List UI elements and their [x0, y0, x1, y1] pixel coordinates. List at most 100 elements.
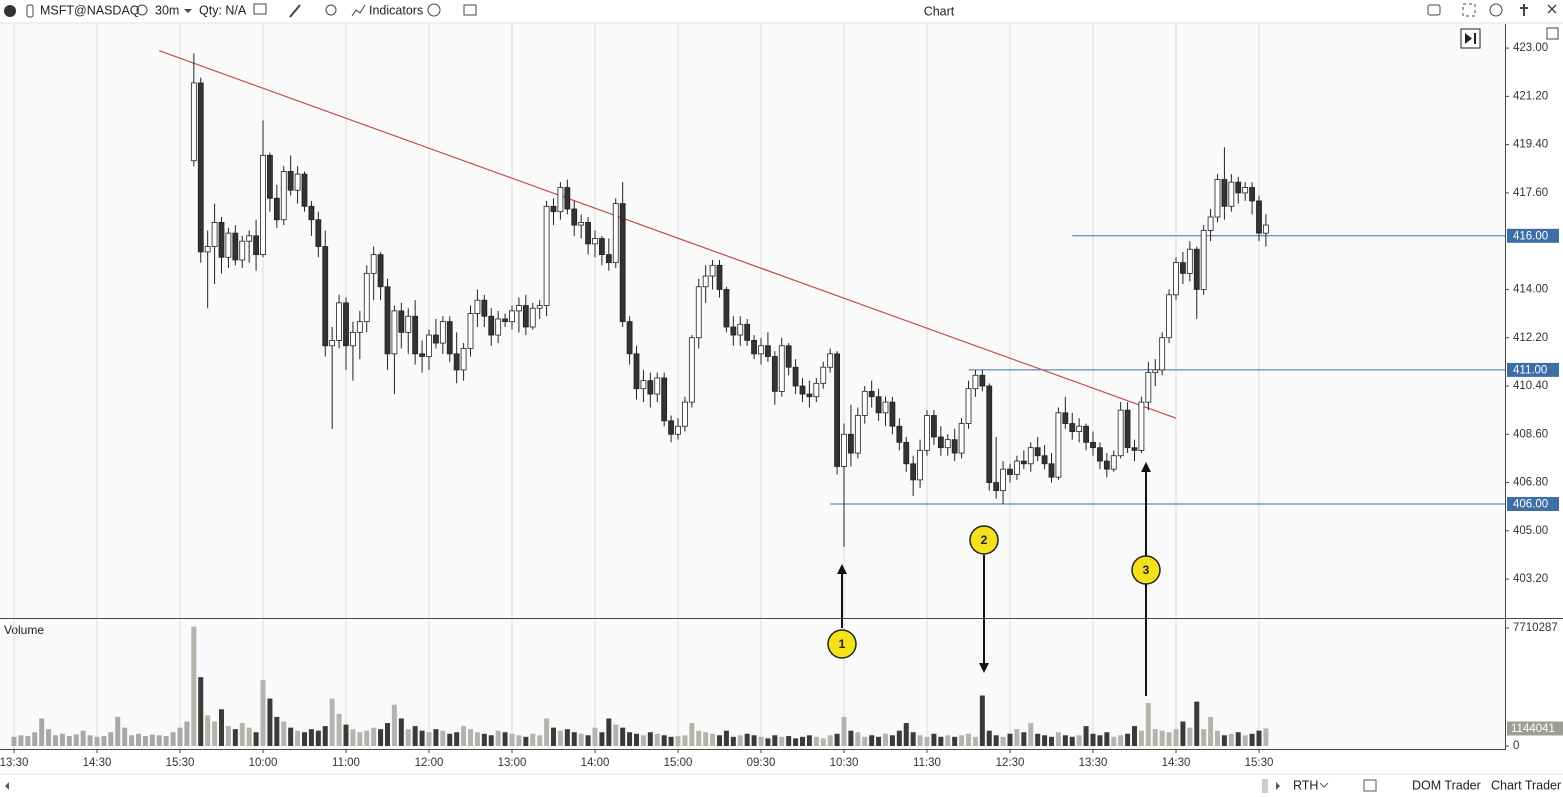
volume-bar — [737, 735, 743, 746]
logo-icon[interactable] — [4, 5, 16, 17]
volume-bar — [129, 735, 135, 746]
candle-body — [917, 449, 923, 481]
symbol[interactable]: MSFT@NASDAQ — [40, 3, 140, 17]
volume-bar — [1152, 729, 1158, 746]
candle-body — [384, 286, 391, 355]
candle-body — [972, 374, 979, 390]
volume-bar — [149, 734, 155, 746]
y-tick-label: 405.00 — [1513, 525, 1548, 537]
volume-bar — [952, 736, 958, 746]
candle-body — [1256, 200, 1262, 234]
candle-body — [778, 345, 785, 392]
fullscreen-icon[interactable] — [1462, 3, 1476, 17]
dom-trader-button[interactable]: DOM Trader — [1412, 778, 1481, 792]
volume-bar — [142, 736, 148, 746]
scroll-thumb[interactable] — [1262, 779, 1268, 793]
candle-body — [758, 345, 764, 355]
volume-bar — [620, 727, 626, 746]
volume-bar — [163, 736, 169, 746]
candle-body — [488, 315, 495, 336]
axis: 13:30 14:30 15:30 10:00 11:00 12:00 13:00 14:00… — [0, 42, 1558, 769]
volume-bar — [938, 736, 944, 746]
calendar-icon[interactable] — [1363, 779, 1377, 792]
candle-body — [280, 171, 287, 221]
candle-body — [806, 393, 813, 398]
candle-body — [1235, 181, 1242, 194]
candle-body — [1214, 179, 1221, 218]
volume-bar — [1180, 721, 1186, 746]
volume-bar — [689, 723, 695, 746]
session-dropdown[interactable] — [1319, 782, 1329, 788]
toolbar: MSFT@NASDAQ 30m Qty: N/A Indicators Char… — [0, 3, 1563, 49]
candle-body — [986, 385, 993, 483]
volume-bar — [986, 730, 992, 746]
candle-body — [1027, 447, 1034, 465]
volume-bar — [571, 732, 577, 746]
candle-body — [931, 415, 937, 438]
volume-bar — [855, 732, 861, 746]
volume-bar — [1021, 732, 1027, 746]
quantity[interactable]: Qty: N/A — [199, 3, 247, 17]
zoom-icon[interactable] — [325, 4, 337, 16]
dropdown-icon[interactable] — [184, 9, 192, 13]
candle-body — [605, 254, 612, 264]
camera-icon[interactable] — [1427, 4, 1441, 16]
candle-body — [1034, 447, 1041, 457]
candle-body — [820, 366, 827, 384]
chart-trader-button[interactable]: Chart Trader — [1491, 778, 1561, 792]
volume-bar — [315, 730, 321, 746]
candle-body — [1138, 401, 1145, 451]
candle-body — [1249, 187, 1255, 202]
candle-body — [239, 240, 246, 261]
interval[interactable]: 30m — [155, 3, 179, 17]
format-button[interactable] — [1546, 27, 1559, 40]
volume-bar — [613, 724, 619, 746]
indicators-button[interactable]: Indicators — [369, 3, 423, 17]
volume-bar — [834, 733, 840, 746]
volume-bar — [419, 730, 425, 746]
pin-icon[interactable] — [1520, 4, 1528, 16]
candle-body — [765, 345, 771, 357]
volume-bar — [447, 733, 453, 746]
candle-body — [868, 390, 875, 398]
candle-body — [944, 439, 951, 449]
crosshair-icon[interactable] — [427, 3, 441, 17]
candle-body — [419, 353, 425, 357]
close-icon[interactable] — [1547, 4, 1557, 14]
search-icon[interactable] — [136, 4, 148, 16]
indicator-icon[interactable] — [351, 4, 366, 17]
session-selector[interactable]: RTH — [1293, 778, 1318, 792]
volume-bar — [308, 729, 314, 746]
volume-bar — [350, 729, 356, 746]
volume-bar — [1076, 735, 1082, 746]
settings-icon[interactable] — [1489, 3, 1503, 17]
candle-body — [502, 318, 508, 323]
annotations: 1 2 3 — [827, 462, 1161, 696]
candle-body — [336, 302, 342, 341]
candle-body — [1145, 372, 1152, 403]
volume-bar — [32, 732, 38, 746]
candle-body — [287, 171, 294, 191]
candle-body — [225, 232, 232, 258]
volume-bar — [412, 726, 418, 746]
candle-body — [308, 205, 315, 221]
candle-body — [370, 254, 377, 274]
layout-icon[interactable] — [463, 4, 477, 16]
candle-body — [1186, 248, 1193, 274]
scroll-right[interactable] — [1276, 782, 1280, 790]
volume-bar — [322, 726, 328, 746]
volume-bar — [1138, 730, 1144, 746]
volume-bar — [1145, 703, 1151, 746]
scroll-left[interactable] — [5, 782, 9, 790]
order-icon[interactable] — [253, 3, 267, 15]
volume-bar — [177, 727, 183, 746]
volume-bar — [800, 736, 805, 746]
candle-body — [716, 264, 723, 290]
link-icon[interactable] — [26, 4, 34, 18]
volume-bar — [336, 713, 342, 746]
volume-bar — [454, 732, 460, 746]
level-badge — [1507, 362, 1559, 377]
volume-bar — [59, 733, 65, 746]
candle-body — [889, 401, 896, 427]
draw-icon[interactable] — [289, 4, 301, 18]
